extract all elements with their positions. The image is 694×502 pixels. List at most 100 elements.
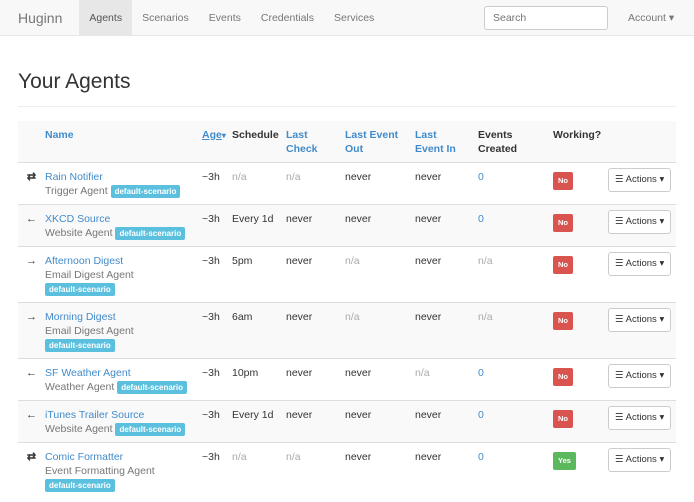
agent-type: Weather Agent [45, 381, 115, 393]
header-name[interactable]: Name [45, 121, 202, 163]
navbar: Huginn Agents Scenarios Events Credentia… [0, 0, 694, 36]
last-check: never [286, 246, 345, 303]
last-event-in: never [415, 246, 478, 303]
events-created[interactable]: 0 [478, 358, 553, 401]
actions-dropdown-button[interactable]: ☰ Actions ▾ [608, 168, 672, 192]
nav-agents[interactable]: Agents [79, 0, 133, 36]
actions-dropdown-button[interactable]: ☰ Actions ▾ [608, 252, 672, 276]
nav-events[interactable]: Events [208, 11, 241, 24]
events-created: n/a [478, 246, 553, 303]
account-menu[interactable]: Account ▾ [628, 12, 675, 24]
scenario-badge[interactable]: default-scenario [45, 339, 115, 352]
events-created[interactable]: 0 [478, 204, 553, 247]
header-age[interactable]: Age▾ [202, 121, 232, 163]
age: ~3h [202, 442, 232, 498]
schedule: n/a [232, 442, 286, 498]
table-row: → Afternoon Digest Email Digest Agent de… [18, 246, 676, 303]
table-row: ← XKCD Source Website Agent default-scen… [18, 204, 676, 247]
age-sort-link[interactable]: Age [202, 129, 222, 141]
divider [18, 106, 676, 107]
scenario-badge[interactable]: default-scenario [45, 283, 115, 296]
header-last-event-out[interactable]: Last Event Out [345, 121, 415, 163]
arrow-right-icon: → [18, 302, 45, 359]
schedule: 6am [232, 302, 286, 359]
agent-name-link[interactable]: XKCD Source [45, 213, 111, 225]
search-input[interactable] [484, 6, 608, 30]
last-event-in: n/a [415, 358, 478, 401]
arrow-right-icon: → [18, 246, 45, 303]
brand-logo[interactable]: Huginn [18, 9, 63, 26]
actions-dropdown-button[interactable]: ☰ Actions ▾ [608, 448, 672, 472]
last-event-in: never [415, 302, 478, 359]
caret-down-icon: ▾ [659, 216, 665, 227]
last-event-out: never [345, 162, 415, 205]
actions-dropdown-button[interactable]: ☰ Actions ▾ [608, 406, 672, 430]
events-created[interactable]: 0 [478, 162, 553, 205]
list-icon: ☰ [615, 258, 624, 269]
nav-credentials[interactable]: Credentials [260, 11, 315, 24]
scenario-badge[interactable]: default-scenario [110, 185, 181, 198]
scenario-badge[interactable]: default-scenario [45, 479, 115, 492]
working-status-badge: No [553, 214, 573, 232]
last-event-in: never [415, 442, 478, 498]
arrow-left-icon: ← [18, 358, 45, 401]
working-status-badge: No [553, 172, 573, 190]
agent-name-link[interactable]: iTunes Trailer Source [45, 409, 145, 421]
events-created[interactable]: 0 [478, 400, 553, 443]
agent-type: Email Digest Agent [45, 269, 134, 281]
agent-type: Website Agent [45, 423, 113, 435]
events-created: n/a [478, 302, 553, 359]
last-event-in: never [415, 204, 478, 247]
last-check: never [286, 400, 345, 443]
agents-table: Name Age▾ Schedule Last Check Last Event… [18, 121, 676, 498]
last-check: never [286, 204, 345, 247]
table-row: ⇄ Comic Formatter Event Formatting Agent… [18, 442, 676, 498]
list-icon: ☰ [615, 314, 624, 325]
agent-type: Trigger Agent [45, 185, 108, 197]
agent-type: Website Agent [45, 227, 113, 239]
table-row: → Morning Digest Email Digest Agent defa… [18, 302, 676, 359]
actions-dropdown-button[interactable]: ☰ Actions ▾ [608, 210, 672, 234]
agent-type: Email Digest Agent [45, 325, 134, 337]
last-event-out: n/a [345, 302, 415, 359]
header-schedule: Schedule [232, 121, 286, 163]
working-status-badge: Yes [553, 452, 576, 470]
scenario-badge[interactable]: default-scenario [117, 381, 187, 394]
table-row: ← SF Weather Agent Weather Agent default… [18, 358, 676, 401]
scenario-badge[interactable]: default-scenario [115, 423, 186, 436]
arrow-left-icon: ← [18, 400, 45, 443]
age: ~3h [202, 204, 232, 247]
sort-desc-icon: ▾ [221, 131, 226, 140]
events-created[interactable]: 0 [478, 442, 553, 498]
caret-down-icon: ▾ [659, 370, 665, 381]
header-last-check[interactable]: Last Check [286, 121, 345, 163]
working-status-badge: No [553, 368, 573, 386]
actions-dropdown-button[interactable]: ☰ Actions ▾ [608, 364, 672, 388]
age: ~3h [202, 302, 232, 359]
agent-name-link[interactable]: Morning Digest [45, 311, 116, 323]
header-events-created: Events Created [478, 121, 553, 163]
caret-down-icon: ▾ [659, 454, 665, 465]
working-status-badge: No [553, 410, 573, 428]
arrow-left-icon: ← [18, 204, 45, 247]
caret-down-icon: ▾ [659, 412, 665, 423]
last-event-out: never [345, 400, 415, 443]
last-check: n/a [286, 162, 345, 205]
last-event-out: never [345, 442, 415, 498]
agent-name-link[interactable]: Comic Formatter [45, 451, 124, 463]
nav-scenarios[interactable]: Scenarios [142, 11, 189, 24]
last-check: n/a [286, 442, 345, 498]
exchange-icon: ⇄ [18, 162, 45, 205]
nav-services[interactable]: Services [334, 11, 375, 24]
last-event-out: never [345, 358, 415, 401]
last-check: never [286, 302, 345, 359]
agent-name-link[interactable]: Rain Notifier [45, 171, 103, 183]
last-event-out: never [345, 204, 415, 247]
scenario-badge[interactable]: default-scenario [115, 227, 186, 240]
agent-name-link[interactable]: Afternoon Digest [45, 255, 124, 267]
actions-dropdown-button[interactable]: ☰ Actions ▾ [608, 308, 672, 332]
caret-down-icon: ▾ [659, 174, 665, 185]
age: ~3h [202, 400, 232, 443]
agent-name-link[interactable]: SF Weather Agent [45, 367, 131, 379]
header-last-event-in[interactable]: Last Event In [415, 121, 478, 163]
